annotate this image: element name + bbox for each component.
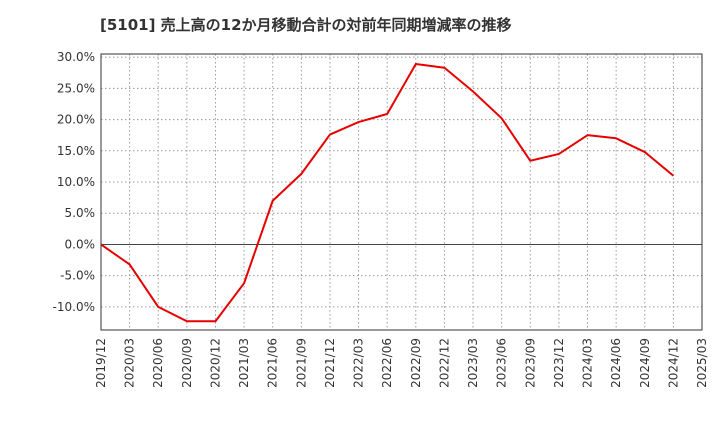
y-tick-label: 15.0% — [57, 144, 95, 158]
x-tick-label: 2021/03 — [237, 338, 251, 388]
x-tick-label: 2020/06 — [151, 338, 165, 388]
x-tick-label: 2024/06 — [609, 338, 623, 388]
x-tick-label: 2022/12 — [437, 338, 451, 388]
y-tick-label: 20.0% — [57, 113, 95, 127]
x-tick-label: 2025/03 — [695, 338, 709, 388]
y-tick-label: 10.0% — [57, 175, 95, 189]
x-tick-label: 2023/12 — [552, 338, 566, 388]
y-axis-labels: 30.0% 25.0% 20.0% 15.0% 10.0% 5.0% 0.0% -5.0% -1… — [53, 50, 95, 314]
x-tick-label: 2022/06 — [380, 338, 394, 388]
x-tick-label: 2021/12 — [323, 338, 337, 388]
chart-title: [5101] 売上高の12か月移動合計の対前年同期増減率の推移 — [100, 16, 512, 34]
x-tick-label: 2024/12 — [666, 338, 680, 388]
x-tick-label: 2023/03 — [466, 338, 480, 388]
grid-layer — [101, 54, 702, 330]
y-tick-label: -10.0% — [53, 300, 95, 314]
x-axis-labels: 2019/12 2020/03 2020/06 2020/09 2020/12 2021/… — [94, 338, 709, 388]
x-tick-label: 2019/12 — [94, 338, 108, 388]
x-tick-label: 2024/09 — [638, 338, 652, 388]
y-tick-label: -5.0% — [60, 269, 95, 283]
x-tick-label: 2020/03 — [123, 338, 137, 388]
x-tick-label: 2023/06 — [495, 338, 509, 388]
y-tick-label: 0.0% — [65, 237, 96, 251]
y-tick-label: 25.0% — [57, 81, 95, 95]
plot-frame — [100, 53, 703, 331]
x-tick-label: 2023/09 — [523, 338, 537, 388]
x-tick-label: 2024/03 — [581, 338, 595, 388]
x-tick-label: 2020/09 — [180, 338, 194, 388]
x-tick-label: 2021/09 — [294, 338, 308, 388]
x-tick-label: 2020/12 — [208, 338, 222, 388]
x-tick-label: 2022/03 — [352, 338, 366, 388]
x-tick-label: 2022/09 — [409, 338, 423, 388]
y-tick-label: 5.0% — [65, 206, 96, 220]
x-tick-label: 2021/06 — [266, 338, 280, 388]
y-tick-label: 30.0% — [57, 50, 95, 64]
